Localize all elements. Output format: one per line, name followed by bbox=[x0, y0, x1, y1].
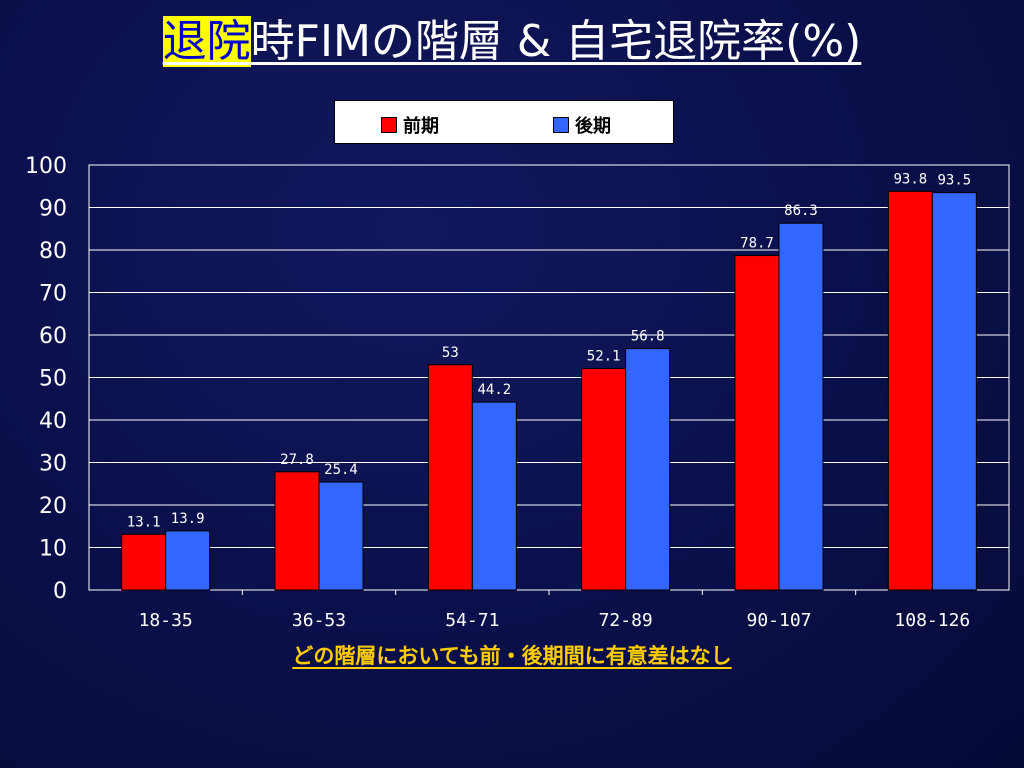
data-label-series-1: 52.1 bbox=[587, 349, 621, 365]
data-label-series-2: 25.4 bbox=[324, 462, 358, 478]
bar-series-2 bbox=[318, 481, 364, 591]
y-tick-label: 10 bbox=[39, 537, 67, 562]
data-label-series-2: 13.9 bbox=[171, 511, 205, 527]
bar-series-2 bbox=[625, 348, 671, 591]
y-tick-label: 90 bbox=[39, 197, 67, 222]
legend-item-series-2: 後期 bbox=[553, 112, 611, 138]
y-tick-label: 80 bbox=[39, 239, 67, 264]
bar-series-1 bbox=[887, 190, 933, 591]
data-label-series-2: 86.3 bbox=[784, 203, 818, 219]
data-label-series-1: 78.7 bbox=[740, 236, 774, 252]
legend-swatch-series-2 bbox=[553, 117, 569, 133]
data-label-series-1: 53 bbox=[442, 345, 459, 361]
legend-label-series-2: 後期 bbox=[575, 116, 611, 137]
x-tick-label: 54-71 bbox=[445, 610, 499, 631]
footnote: どの階層においても前・後期間に有意差はなし bbox=[0, 640, 1024, 670]
bar-series-2 bbox=[931, 192, 977, 591]
data-label-series-1: 93.8 bbox=[893, 171, 927, 187]
bar-series-2 bbox=[778, 222, 824, 591]
y-tick-label: 20 bbox=[39, 494, 67, 519]
y-tick-label: 0 bbox=[53, 579, 67, 604]
data-label-series-2: 56.8 bbox=[631, 329, 665, 345]
bar-series-1 bbox=[734, 255, 780, 591]
x-tick-label: 18-35 bbox=[139, 610, 193, 631]
title-highlight: 退院 bbox=[162, 16, 251, 67]
x-tick-label: 108-126 bbox=[894, 610, 970, 631]
y-tick-label: 50 bbox=[39, 367, 67, 392]
x-tick-label: 72-89 bbox=[599, 610, 653, 631]
y-tick-label: 70 bbox=[39, 282, 67, 307]
bar-series-1 bbox=[427, 364, 473, 591]
bar-series-1 bbox=[121, 533, 167, 591]
y-tick-label: 30 bbox=[39, 452, 67, 477]
y-tick-label: 100 bbox=[25, 154, 67, 179]
data-label-series-1: 13.1 bbox=[127, 514, 161, 530]
y-tick-label: 40 bbox=[39, 409, 67, 434]
legend-label-series-1: 前期 bbox=[403, 116, 439, 137]
x-tick-label: 36-53 bbox=[292, 610, 346, 631]
data-label-series-2: 93.5 bbox=[937, 173, 971, 189]
bar-series-2 bbox=[165, 530, 211, 591]
bar-series-1 bbox=[581, 368, 627, 591]
y-tick-label: 60 bbox=[39, 324, 67, 349]
data-label-series-1: 27.8 bbox=[280, 452, 314, 468]
legend-item-series-1: 前期 bbox=[381, 112, 439, 138]
chart-legend: 前期 後期 bbox=[334, 100, 674, 144]
title-rest: 時FIMの階層 & 自宅退院率(%) bbox=[250, 16, 862, 67]
bar-series-1 bbox=[274, 471, 320, 591]
bar-series-2 bbox=[471, 401, 517, 591]
footnote-text: どの階層においても前・後期間に有意差はなし bbox=[292, 644, 732, 668]
data-label-series-2: 44.2 bbox=[477, 382, 511, 398]
slide-title: 退院時FIMの階層 & 自宅退院率(%) bbox=[0, 6, 1024, 78]
title-text: 退院時FIMの階層 & 自宅退院率(%) bbox=[162, 16, 862, 67]
legend-swatch-series-1 bbox=[381, 117, 397, 133]
x-tick-label: 90-107 bbox=[746, 610, 811, 631]
